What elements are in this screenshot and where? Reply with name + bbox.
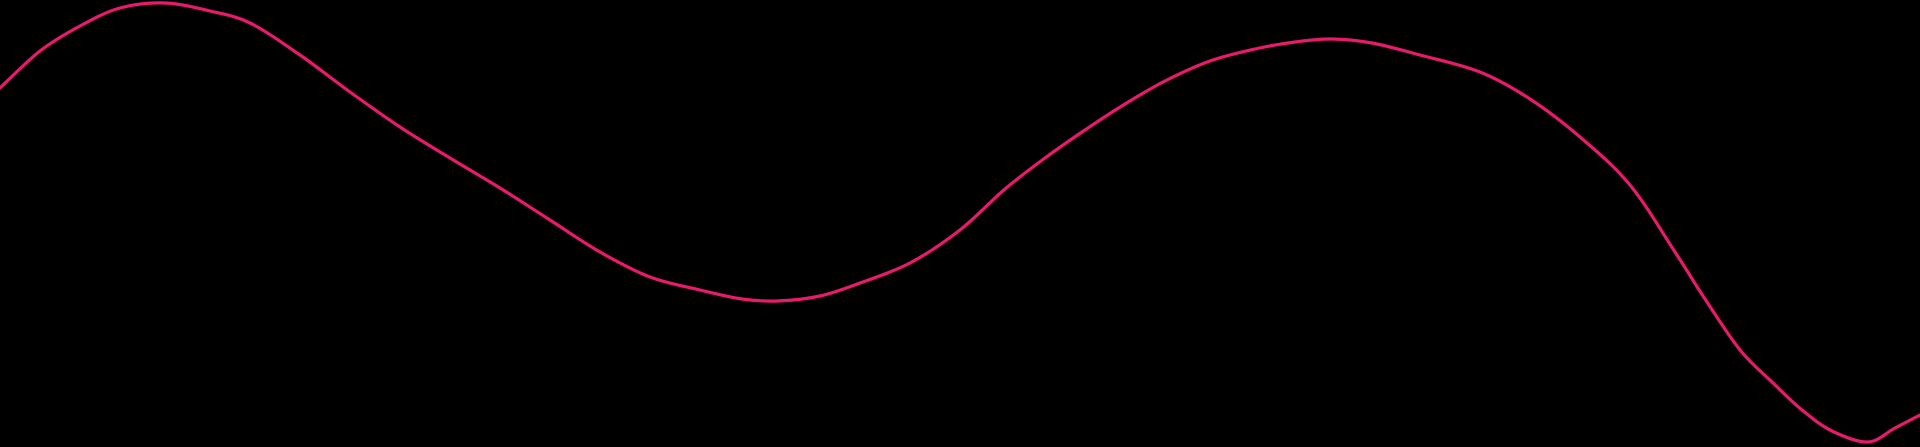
wave-line (0, 1, 1920, 444)
wave-chart-canvas (0, 1, 1920, 444)
chart-background (0, 1, 1920, 444)
